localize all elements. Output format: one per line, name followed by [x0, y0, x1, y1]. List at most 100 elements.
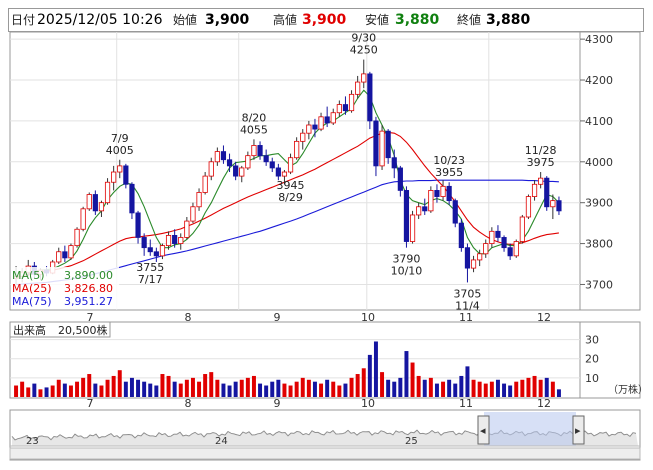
candle [355, 75, 361, 99]
volume-bar [62, 383, 67, 397]
candle [531, 180, 538, 201]
volume-bar [526, 377, 531, 397]
nav-month-label: 24 [215, 436, 228, 447]
candle [544, 176, 550, 211]
candle [111, 165, 117, 191]
candle-body [129, 183, 135, 214]
candle [68, 243, 74, 260]
candle-body [287, 157, 294, 173]
candle [294, 137, 300, 160]
candle [434, 184, 440, 203]
candle-body [336, 104, 342, 114]
candle-body [507, 247, 513, 257]
callout-value: 4250 [350, 44, 378, 57]
volume-bar [477, 381, 482, 397]
candle-body [184, 220, 190, 238]
callout-date: 7/9 [111, 132, 129, 145]
low-value: 3,880 [395, 12, 440, 28]
volume-bar [20, 381, 25, 397]
volume-bar [404, 351, 409, 397]
volume-bar [514, 381, 519, 397]
high-value: 3,900 [302, 12, 347, 28]
candle-body [306, 124, 312, 134]
price-axis-label: 4300 [585, 33, 613, 46]
callout-date: 7/17 [138, 273, 163, 286]
volume-bar [331, 381, 336, 397]
volume-bar [441, 381, 446, 397]
candle-body [409, 214, 416, 242]
candle [208, 157, 214, 181]
price-month-label: 9 [274, 311, 281, 324]
candle-body [318, 116, 324, 130]
candle-body [123, 165, 129, 185]
candle [263, 149, 269, 166]
candle [330, 108, 336, 125]
volume-bar [343, 383, 348, 397]
candle-body [385, 130, 391, 159]
volume-bar [428, 377, 433, 397]
candle-body [513, 241, 519, 257]
candle-body [470, 259, 477, 269]
candle [379, 125, 385, 170]
volume-bar [465, 366, 470, 397]
volume-bar [489, 381, 494, 397]
volume-bar [184, 379, 189, 397]
candle [507, 243, 513, 260]
candle-body [104, 181, 111, 204]
candle-body [159, 245, 166, 257]
candle [220, 145, 227, 164]
candle-body [348, 93, 355, 112]
volume-bar [87, 374, 92, 397]
candle-body [98, 202, 105, 212]
volume-bar [26, 387, 31, 397]
candle [257, 141, 263, 160]
candle-body [556, 200, 562, 212]
navigator-left-handle[interactable]: ◂ [477, 415, 490, 445]
volume-bar [532, 375, 537, 397]
volume-bar [239, 379, 244, 397]
volume-bar [367, 354, 372, 397]
volume-bar [148, 383, 153, 397]
navigator-right-handle[interactable]: ▸ [572, 415, 585, 445]
volume-bar [93, 383, 98, 397]
candle-body [92, 194, 98, 212]
candle-body [147, 247, 153, 253]
volume-bar [117, 370, 122, 397]
candle [56, 247, 62, 265]
candle-body [208, 161, 214, 177]
low-label: 安値 [365, 13, 390, 27]
candle-body [361, 73, 367, 83]
candle-body [477, 253, 483, 261]
callout-date: 8/29 [278, 191, 303, 204]
candle [556, 196, 562, 215]
candle [86, 192, 92, 211]
candle [538, 172, 544, 189]
candle-body [245, 155, 251, 169]
volume-bar [434, 383, 439, 397]
candle [196, 188, 202, 211]
ma-legend: MA(5) 3,890.00 MA(25) 3,826.80 MA(75) 3,… [11, 267, 119, 309]
candle [428, 186, 434, 213]
volume-bar [459, 375, 464, 397]
volume-bar [410, 362, 415, 397]
volume-bar [105, 379, 110, 397]
volume-axis-panel [579, 321, 641, 399]
callout-value: 4055 [240, 123, 268, 136]
navigator-range[interactable] [484, 412, 576, 446]
candle [135, 210, 141, 244]
legend-ma75-value: 3,951.27 [64, 295, 113, 308]
volume-bar [221, 383, 226, 397]
price-header: 日付 2025/12/05 10:26 始値 3,900 高値 3,900 安値… [8, 8, 644, 32]
candle-body [464, 247, 471, 269]
candle [92, 190, 98, 215]
navigator-scrollbar[interactable] [9, 447, 641, 460]
callout-value: 3790 [392, 253, 420, 266]
volume-axis-label: 20 [585, 353, 599, 366]
candle [123, 163, 129, 189]
